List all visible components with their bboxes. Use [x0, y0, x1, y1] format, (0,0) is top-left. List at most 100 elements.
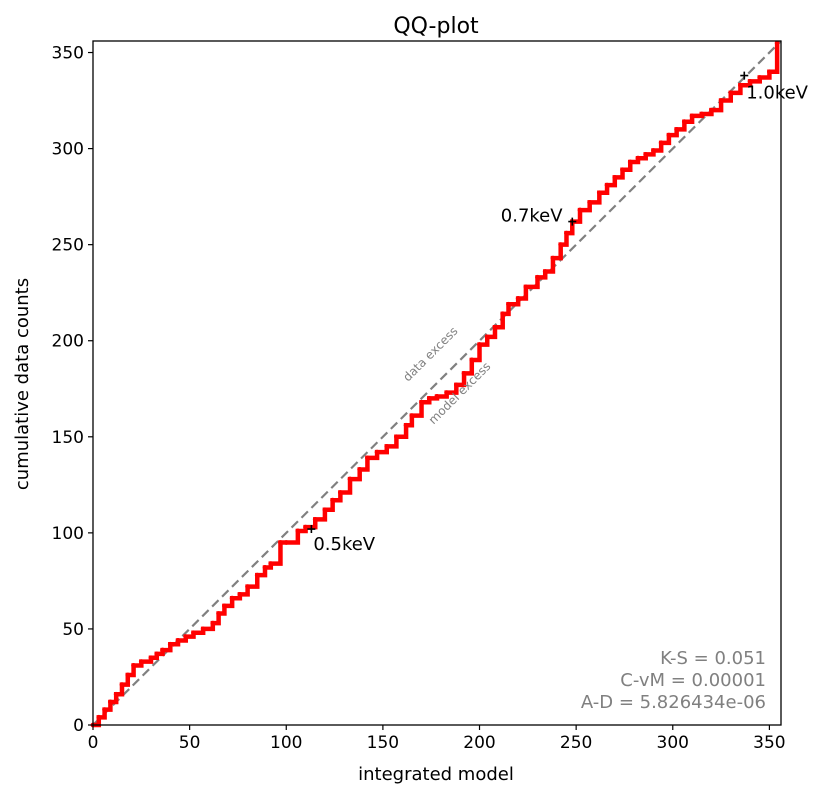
series-point: [384, 444, 390, 449]
y-tick-label: 0: [73, 716, 84, 736]
series-point: [268, 561, 274, 567]
series-point: [245, 584, 251, 590]
series-point: [767, 69, 772, 75]
series-point: [643, 151, 649, 157]
y-tick-label: 350: [52, 44, 84, 64]
series-point: [564, 230, 569, 236]
series-point: [148, 655, 154, 661]
x-tick-label: 200: [463, 733, 495, 753]
series-point: [183, 634, 189, 640]
series-point: [577, 207, 583, 213]
y-axis-ticks: 0 50 100 150 200 250 300 350: [52, 44, 93, 736]
series-point: [262, 565, 268, 570]
series-point: [357, 467, 363, 472]
series-point: [774, 40, 780, 46]
series-point: [107, 699, 113, 705]
series-point: [303, 524, 308, 530]
series-point: [347, 476, 353, 482]
stat-line: C-vM = 0.00001: [620, 670, 766, 691]
series-point: [681, 119, 687, 125]
series-point: [709, 107, 714, 113]
series-point: [500, 311, 506, 317]
series-point: [728, 90, 734, 96]
series-point: [506, 301, 511, 307]
series-point: [167, 641, 173, 647]
series-point: [283, 540, 289, 545]
x-tick-label: 100: [270, 733, 302, 753]
series-point: [394, 434, 399, 440]
series-group: [90, 40, 780, 728]
stat-line: K-S = 0.051: [660, 648, 766, 669]
annotation-label: 0.5keV: [313, 534, 375, 555]
y-tick-label: 100: [52, 524, 84, 544]
series-point: [138, 659, 144, 664]
series-point: [658, 140, 664, 146]
series-point: [337, 490, 343, 495]
series-point: [747, 78, 753, 84]
series-point: [229, 595, 235, 601]
series-point: [444, 390, 450, 396]
series-point: [113, 691, 119, 697]
series-point: [757, 75, 763, 80]
annotations-group: 0.5keV 0.7keV 1.0keV: [307, 71, 809, 555]
x-tick-label: 250: [560, 733, 592, 753]
series-point: [365, 455, 370, 461]
series-point: [542, 269, 548, 274]
y-tick-label: 300: [52, 140, 84, 160]
data-excess-label: data excess: [400, 324, 460, 384]
series-point: [216, 611, 222, 616]
series-point: [587, 199, 593, 205]
series-point: [330, 497, 336, 503]
series-point: [322, 507, 328, 513]
x-tick-label: 350: [753, 733, 785, 753]
annotation-marker: [568, 217, 577, 226]
series-point: [278, 540, 283, 545]
series-point: [535, 274, 540, 280]
series-point: [237, 591, 243, 597]
series-point: [651, 148, 656, 153]
series-point: [523, 284, 529, 290]
series-point: [295, 528, 301, 534]
series-point: [596, 190, 602, 196]
series-point: [515, 296, 521, 301]
y-tick-label: 150: [52, 428, 84, 448]
annotation-marker: [307, 525, 316, 534]
series-point: [374, 449, 380, 455]
series-point: [484, 334, 490, 340]
series-point: [550, 255, 556, 261]
reference-diagonal-line: [92, 40, 782, 726]
series-point: [191, 630, 196, 636]
x-tick-label: 300: [657, 733, 689, 753]
series-point: [96, 714, 102, 720]
series-point: [604, 182, 610, 188]
series-point: [558, 242, 564, 248]
y-tick-label: 50: [62, 620, 84, 640]
series-point: [477, 342, 482, 347]
series-point: [699, 111, 705, 117]
series-point: [154, 651, 160, 657]
series-point: [612, 175, 618, 180]
series-point: [403, 422, 409, 428]
series-point: [419, 399, 424, 405]
series-point: [426, 395, 432, 401]
series-point: [469, 357, 475, 363]
x-axis-ticks: 0 50 100 150 200 250 300 350: [88, 725, 786, 753]
series-point: [160, 647, 165, 653]
series-point: [312, 517, 318, 522]
series-point: [102, 707, 107, 713]
series-point: [461, 370, 467, 376]
series-point: [210, 620, 216, 626]
series-point: [200, 626, 206, 632]
series-point: [674, 126, 680, 132]
series-point: [666, 132, 672, 138]
series-point: [620, 167, 625, 173]
model-excess-label: model excess: [426, 359, 494, 427]
annotation-marker: [740, 71, 749, 80]
x-axis-label: integrated model: [358, 764, 514, 785]
series-point: [125, 672, 131, 678]
plot-frame: [92, 40, 782, 726]
x-tick-label: 150: [367, 733, 399, 753]
series-point: [434, 394, 440, 399]
